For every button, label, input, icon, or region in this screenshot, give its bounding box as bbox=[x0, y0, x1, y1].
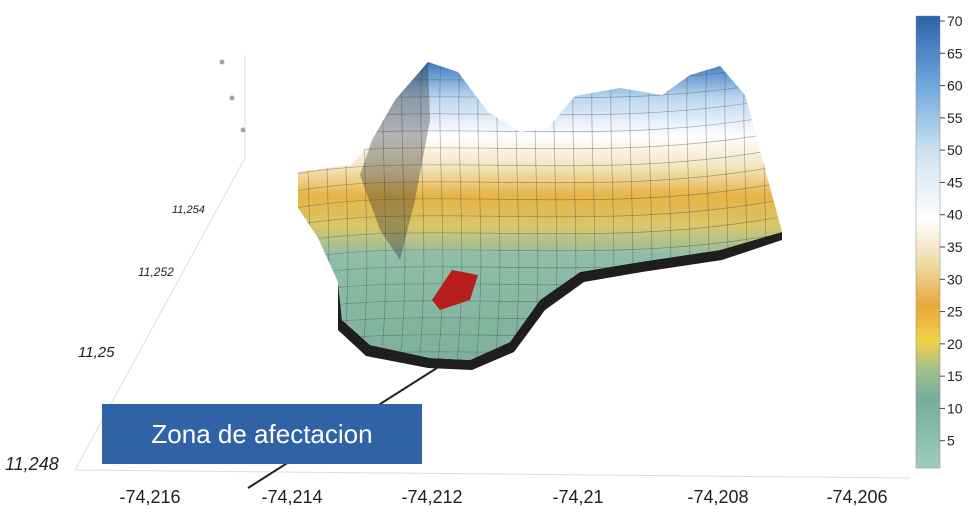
colorbar-ticks: 5 10 15 20 25 30 35 40 45 50 55 60 65 70 bbox=[940, 13, 963, 449]
colorbar-tick-label: 5 bbox=[947, 433, 955, 449]
axis-markers bbox=[219, 59, 246, 133]
annotation-callout: Zona de afectacion bbox=[102, 404, 422, 464]
x-tick-label: -74,212 bbox=[401, 487, 462, 507]
colorbar-tick-label: 65 bbox=[947, 45, 963, 61]
x-tick-label: -74,216 bbox=[119, 487, 180, 507]
colorbar-tick-label: 55 bbox=[947, 110, 963, 126]
y-axis-ticks: 11,248 11,25 11,252 11,254 bbox=[5, 204, 205, 474]
colorbar-tick-label: 40 bbox=[947, 207, 963, 223]
y-tick-label: 11,248 bbox=[5, 454, 59, 474]
colorbar-tick-label: 25 bbox=[947, 304, 963, 320]
colorbar-tick-label: 50 bbox=[947, 142, 963, 158]
terrain-surface bbox=[298, 62, 782, 360]
colorbar-tick-label: 35 bbox=[947, 239, 963, 255]
x-tick-label: -74,21 bbox=[552, 487, 603, 507]
colorbar-tick-label: 30 bbox=[947, 271, 963, 287]
y-tick-label: 11,25 bbox=[78, 344, 115, 361]
affected-zone-marker bbox=[432, 270, 478, 310]
surface-base bbox=[338, 232, 782, 370]
colorbar-tick-label: 45 bbox=[947, 174, 963, 190]
x-axis-ticks: -74,216 -74,214 -74,212 -74,21 -74,208 -74,20… bbox=[119, 487, 887, 507]
y-tick-label: 11,252 bbox=[138, 265, 174, 279]
colorbar-tick-label: 60 bbox=[947, 78, 963, 94]
colorbar bbox=[915, 15, 941, 469]
y-tick-label: 11,254 bbox=[172, 204, 205, 216]
x-tick-label: -74,206 bbox=[826, 487, 887, 507]
x-tick-label: -74,214 bbox=[261, 487, 322, 507]
colorbar-tick-label: 20 bbox=[947, 336, 963, 352]
x-tick-label: -74,208 bbox=[687, 487, 748, 507]
colorbar-tick-label: 70 bbox=[947, 13, 963, 29]
colorbar-tick-label: 15 bbox=[947, 368, 963, 384]
colorbar-tick-label: 10 bbox=[947, 400, 963, 416]
